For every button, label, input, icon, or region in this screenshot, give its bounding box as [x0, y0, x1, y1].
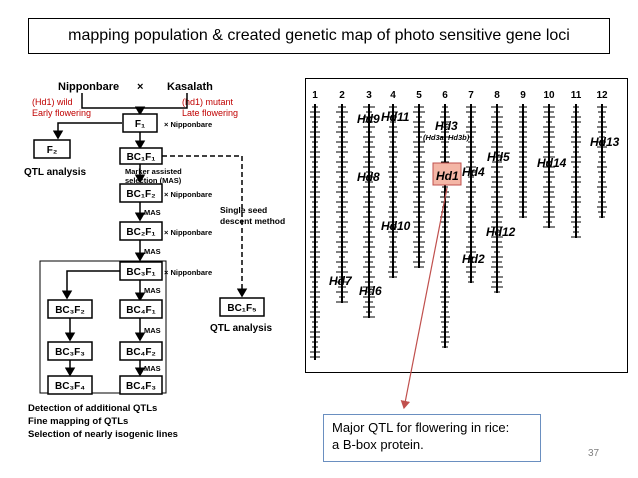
cross-symbol: × — [137, 81, 143, 93]
parent-kasalath: Kasalath — [167, 81, 213, 93]
mas-label-3: MAS — [144, 286, 161, 295]
chromosome-label-8: 8 — [494, 90, 500, 101]
chromosome-label-3: 3 — [366, 90, 372, 101]
chromosome-label-5: 5 — [416, 90, 422, 101]
callout-line-1: Major QTL for flowering in rice: — [332, 420, 510, 435]
mas-label-4: MAS — [144, 326, 161, 335]
page-number: 37 — [588, 448, 600, 459]
locus-hd13: Hd13 — [590, 135, 620, 149]
chromosome-label-9: 9 — [520, 90, 526, 101]
note-early-flowering: Early flowering — [32, 108, 91, 118]
chromosome-label-7: 7 — [468, 90, 474, 101]
locus-hd2: Hd2 — [462, 252, 485, 266]
locus-hd6: Hd6 — [359, 284, 382, 298]
ssd-line-2: descent method — [220, 216, 285, 226]
box-bc1f2: BC₁F₂ — [126, 189, 155, 200]
footer-line-3: Selection of nearly isogenic lines — [28, 429, 178, 440]
mas-full-2: selection (MAS) — [125, 176, 182, 185]
chromosome-bars — [310, 104, 607, 360]
box-bc1f5: BC₁F₅ — [227, 303, 257, 314]
box-f1: F₁ — [135, 119, 145, 130]
box-f2: F₂ — [47, 145, 58, 156]
chromosome-label-4: 4 — [390, 90, 396, 101]
locus-hd12: Hd12 — [486, 225, 516, 239]
locus-hd7: Hd7 — [329, 274, 353, 288]
box-bc3f4: BC₃F₄ — [55, 381, 85, 392]
chromosome-label-1: 1 — [312, 90, 318, 101]
genetic-map: 1 2 3 4 5 6 7 8 9 10 11 12 Hd9 Hd11 Hd3 … — [305, 78, 628, 373]
locus-hd4: Hd4 — [462, 165, 485, 179]
hd1-pointer-line — [400, 187, 448, 410]
mas-full-1: Marker assisted — [125, 167, 182, 176]
box-bc4f3: BC₄F₃ — [126, 381, 156, 392]
box-bc3f3: BC₃F₃ — [55, 347, 85, 358]
box-bc3f2: BC₃F₂ — [55, 305, 85, 316]
cross-nipponbare-2: × Nipponbare — [164, 190, 212, 199]
qtl-analysis-right: QTL analysis — [210, 323, 273, 334]
chromosome-label-11: 11 — [571, 90, 582, 101]
locus-hd14: Hd14 — [537, 156, 567, 170]
locus-hd5: Hd5 — [487, 150, 510, 164]
parent-nipponbare: Nipponbare — [58, 81, 119, 93]
mas-label-5: MAS — [144, 364, 161, 373]
box-bc4f1: BC₄F₁ — [126, 305, 155, 316]
cross-nipponbare-4: × Nipponbare — [164, 268, 212, 277]
cross-nipponbare-1: × Nipponbare — [164, 120, 212, 129]
locus-hd10: Hd10 — [381, 219, 411, 233]
locus-hd3ab: (Hd3a, Hd3b) — [423, 133, 470, 142]
note-late-flowering: Late flowering — [182, 108, 238, 118]
footer-line-2: Fine mapping of QTLs — [28, 416, 128, 427]
box-bc1f1: BC₁F₁ — [127, 152, 156, 163]
note-hd1-mutant: (hd1) mutant — [182, 97, 234, 107]
hd1-callout: Major QTL for flowering in rice: a B-box… — [323, 414, 541, 462]
chromosome-label-12: 12 — [596, 90, 608, 101]
mas-label-1: MAS — [144, 208, 161, 217]
note-hd1-wild: (Hd1) wild — [32, 97, 73, 107]
hd1-highlight — [432, 162, 462, 186]
qtl-analysis-left: QTL analysis — [24, 167, 87, 178]
locus-hd8: Hd8 — [357, 170, 380, 184]
locus-hd1: Hd1 — [436, 169, 459, 183]
breeding-flowchart: Nipponbare × Kasalath (Hd1) wild Early f… — [24, 81, 285, 440]
locus-hd3: Hd3 — [435, 119, 458, 133]
box-bc3f1: BC₃F₁ — [126, 267, 155, 278]
cross-nipponbare-3: × Nipponbare — [164, 228, 212, 237]
footer-line-1: Detection of additional QTLs — [28, 403, 157, 414]
locus-hd11: Hd11 — [381, 110, 410, 124]
ssd-line-1: Single seed — [220, 205, 267, 215]
chromosome-label-10: 10 — [543, 90, 555, 101]
mas-label-2: MAS — [144, 247, 161, 256]
locus-hd9: Hd9 — [357, 112, 380, 126]
box-bc4f2: BC₄F₂ — [126, 347, 156, 358]
box-bc2f1: BC₂F₁ — [126, 227, 155, 238]
slide-title: mapping population & created genetic map… — [28, 18, 610, 54]
chromosome-label-6: 6 — [442, 90, 448, 101]
callout-line-2: a B-box protein. — [332, 437, 424, 452]
chromosome-label-2: 2 — [339, 90, 345, 101]
